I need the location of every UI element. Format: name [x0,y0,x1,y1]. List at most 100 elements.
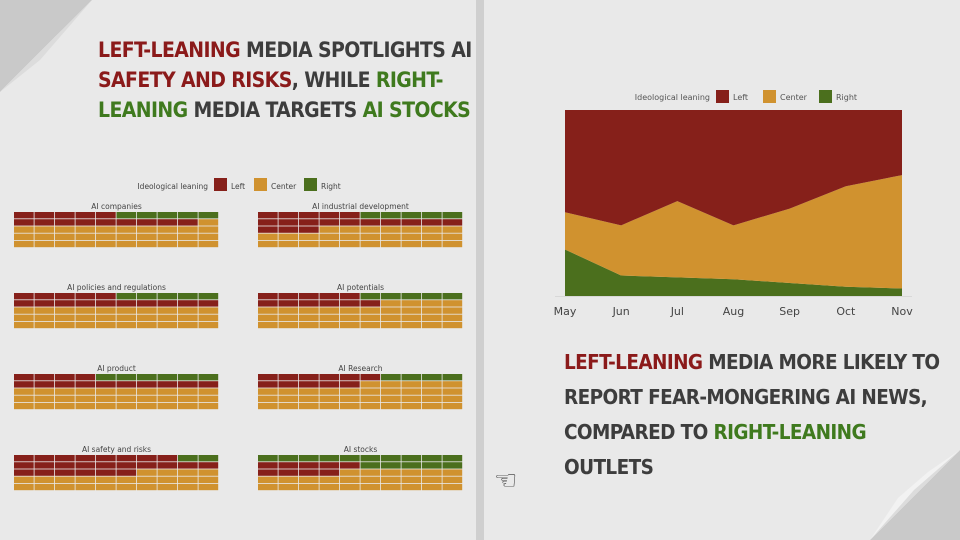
headline-text: MEDIA MORE LIKELY TO REPORT FEAR-MONGERI… [564,350,940,444]
waffle-cell-left [278,381,299,388]
legend-label-center: Center [780,93,808,102]
waffle-cell-center [116,233,137,240]
waffle-cell-center [258,240,278,248]
waffle-cell-left [14,462,34,469]
x-tick-label: Jun [612,305,630,318]
waffle-cell-center [340,307,360,314]
waffle-cell-center [422,307,442,314]
waffle-cell-right [340,455,360,462]
waffle-cell-center [137,483,157,491]
waffle-cell-center [278,402,299,410]
waffle-cell-center [442,476,463,483]
waffle-cell-center [157,240,178,248]
waffle-cell-right [178,212,198,219]
waffle-cell-center [442,226,463,233]
waffle-cell-center [422,314,442,321]
waffle-cell-center [299,476,319,483]
waffle-cell-center [381,233,401,240]
waffle-cell-left [278,300,299,307]
waffle-cell-left [96,293,116,300]
waffle-cell-left [258,212,278,219]
waffle-cell-left [258,219,278,226]
waffle-cell-center [96,476,116,483]
waffle-cell-center [55,321,75,329]
waffle-cell-center [442,307,463,314]
waffle-cell-left [34,219,55,226]
waffle-cell-center [55,402,75,410]
waffle-cell-right [116,212,137,219]
waffle-cell-right [381,455,401,462]
waffle-cell-left [14,381,34,388]
waffle-cell-right [422,374,442,381]
waffle-cell-left [319,293,340,300]
waffle-cell-right [422,455,442,462]
waffle-cell-center [442,240,463,248]
waffle-cell-center [258,233,278,240]
waffle-cell-left [137,219,157,226]
waffle-cell-center [34,395,55,402]
waffle-cell-center [278,314,299,321]
waffle-cell-right [157,374,178,381]
waffle-cell-left [442,219,463,226]
waffle-cell-center [34,483,55,491]
waffle-cell-left [34,212,55,219]
waffle-cell-center [422,321,442,329]
legend-swatch-center [763,90,776,103]
legend-swatch-left [214,178,227,191]
waffle-cell-left [157,462,178,469]
headline-text: MEDIA TARGETS [187,98,363,122]
waffle-cell-left [157,300,178,307]
waffle-cell-left [55,469,75,476]
waffle-panel-title: AI policies and regulations [67,283,166,292]
waffle-cell-right [422,212,442,219]
waffle-cell-center [116,483,137,491]
waffle-cell-center [198,483,219,491]
waffle-cell-center [157,476,178,483]
waffle-cell-center [96,233,116,240]
waffle-cell-center [319,476,340,483]
waffle-cell-center [278,240,299,248]
waffle-cell-center [278,483,299,491]
waffle-cell-left [34,469,55,476]
waffle-cell-left [14,212,34,219]
waffle-cell-center [401,226,422,233]
waffle-cell-left [258,293,278,300]
waffle-cell-center [137,321,157,329]
waffle-cell-center [442,300,463,307]
waffle-cell-left [34,462,55,469]
waffle-cell-right [442,462,463,469]
waffle-cell-center [96,388,116,395]
waffle-cell-center [381,388,401,395]
waffle-cell-center [422,388,442,395]
waffle-cell-left [137,300,157,307]
waffle-cell-center [178,240,198,248]
waffle-cell-center [96,321,116,329]
waffle-cell-left [137,455,157,462]
page-fold-icon [0,0,92,92]
waffle-cell-center [422,395,442,402]
waffle-cell-left [299,469,319,476]
waffle-cell-center [299,314,319,321]
waffle-cell-right [178,374,198,381]
waffle-cell-left [319,219,340,226]
headline-text: , WHILE [291,68,376,92]
waffle-cell-center [360,233,381,240]
waffle-cell-center [360,381,381,388]
waffle-cell-right [401,293,422,300]
waffle-cell-center [157,321,178,329]
waffle-cell-left [401,219,422,226]
waffle-cell-center [198,240,219,248]
waffle-cell-center [381,395,401,402]
waffle-cell-center [340,240,360,248]
legend-title: Ideological leaning [635,93,710,102]
waffle-cell-left [116,219,137,226]
waffle-cell-center [157,307,178,314]
waffle-cell-left [137,381,157,388]
waffle-cell-left [340,300,360,307]
waffle-cell-left [96,462,116,469]
waffle-cell-center [75,233,96,240]
waffle-cell-center [319,483,340,491]
waffle-cell-center [116,402,137,410]
waffle-cell-right [360,462,381,469]
waffle-cell-center [198,314,219,321]
